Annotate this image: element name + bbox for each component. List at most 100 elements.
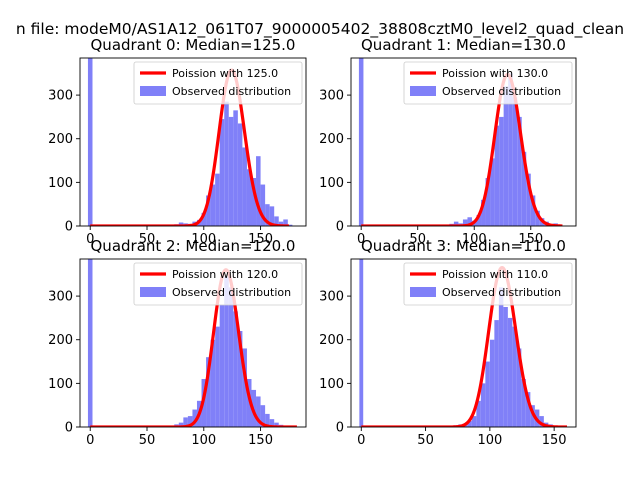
y-tick-label: 0 — [336, 220, 344, 235]
x-tick-label: 0 — [86, 232, 94, 247]
y-tick-label: 0 — [65, 421, 73, 436]
y-tick-label: 200 — [48, 132, 73, 147]
subplots: 0 50 100 150 0 100 200 300 Quadrant 0: Median=12… — [48, 36, 577, 448]
x-tick-label: 50 — [139, 433, 156, 448]
y-tick-label: 300 — [48, 89, 73, 104]
poisson-fit-line — [89, 268, 298, 427]
histogram-bar — [224, 276, 229, 427]
histogram — [358, 58, 563, 226]
subplot-title: Quadrant 1: Median=130.0 — [361, 36, 566, 54]
histogram-bar — [535, 210, 540, 226]
histogram-bar — [489, 339, 495, 427]
y-tick-label: 0 — [65, 220, 73, 235]
legend-fit-label: Poission with 120.0 — [172, 268, 278, 281]
histogram-bar — [215, 326, 220, 427]
histogram-bar — [224, 101, 229, 226]
histogram-bar — [265, 204, 270, 226]
histogram-bar — [251, 178, 257, 226]
histogram-bar — [481, 199, 486, 226]
histogram-bar — [219, 119, 225, 226]
x-tick-label: 150 — [248, 433, 273, 448]
legend-fit-label: Poission with 125.0 — [172, 67, 278, 80]
histogram-bar — [87, 58, 93, 226]
histogram-bar — [178, 422, 184, 427]
x-tick-label: 100 — [191, 232, 216, 247]
legend-histogram-swatch — [140, 287, 166, 297]
subplot-1: 0 50 100 150 0 100 200 300 Quadrant 1: Median=13… — [319, 36, 577, 247]
histogram-bar — [525, 392, 531, 427]
histogram-bar — [494, 125, 500, 226]
histogram-bar — [228, 116, 234, 226]
histogram-bar — [278, 221, 284, 226]
histogram-bar — [283, 219, 288, 226]
histogram-bar — [201, 212, 207, 226]
histogram-bar — [287, 224, 293, 226]
subplot-2: 0 50 100 150 0 100 200 300 Quadrant 2: Median=12… — [48, 237, 307, 448]
histogram-bar — [206, 357, 211, 427]
subplot-3: 0 50 100 150 0 100 200 300 Quadrant 3: Median=11… — [319, 237, 577, 448]
histogram-bar — [359, 259, 364, 427]
histogram-bar — [233, 311, 238, 427]
subplot-0: 0 50 100 150 0 100 200 300 Quadrant 0: Median=12… — [48, 36, 307, 247]
histogram-bar — [183, 417, 188, 427]
y-tick-label: 100 — [48, 377, 73, 392]
y-tick-label: 100 — [319, 176, 344, 191]
poisson-fit-line — [360, 265, 568, 427]
y-tick-label: 100 — [319, 377, 344, 392]
x-tick-label: 50 — [417, 433, 434, 448]
y-tick-label: 200 — [319, 333, 344, 348]
x-tick-label: 0 — [357, 232, 365, 247]
x-tick-label: 0 — [86, 433, 94, 448]
histogram-bar — [471, 416, 477, 427]
histogram-bar — [521, 151, 527, 226]
y-tick-label: 300 — [48, 290, 73, 305]
histogram-bar — [206, 195, 211, 226]
histogram-bar — [485, 361, 490, 427]
legend-histogram-label: Observed distribution — [172, 286, 291, 299]
histogram-bar — [485, 178, 491, 226]
x-tick-label: 50 — [139, 232, 156, 247]
histogram-bar — [274, 422, 279, 427]
legend-histogram-swatch — [410, 287, 436, 297]
histogram — [87, 58, 293, 226]
x-tick-label: 150 — [518, 232, 543, 247]
histogram-bar — [233, 110, 238, 226]
legend-box — [403, 61, 573, 105]
histogram-bar — [87, 259, 93, 427]
histogram-bar — [512, 97, 518, 226]
y-tick-label: 300 — [319, 89, 344, 104]
legend-histogram-swatch — [140, 86, 166, 96]
histogram-bar — [476, 215, 482, 226]
y-tick-label: 0 — [336, 421, 344, 436]
histogram-bar — [476, 400, 481, 427]
histogram-bar — [256, 396, 261, 427]
x-tick-label: 0 — [357, 433, 365, 448]
legend-histogram-swatch — [410, 86, 436, 96]
y-tick-label: 200 — [319, 132, 344, 147]
histogram-bar — [237, 331, 243, 427]
histogram-bar — [178, 222, 184, 226]
histogram-bar — [467, 420, 472, 427]
axes-frame — [79, 57, 307, 227]
histogram-bar — [490, 158, 495, 226]
legend-box — [403, 262, 573, 306]
histogram-bar — [526, 173, 531, 226]
legend-histogram-label: Observed distribution — [172, 85, 291, 98]
histogram-bar — [512, 326, 517, 427]
histogram-bar — [269, 419, 275, 427]
histogram-bar — [521, 379, 526, 427]
legend-box — [133, 61, 303, 105]
y-tick-label: 300 — [319, 290, 344, 305]
histogram-bar — [210, 184, 216, 226]
legend-histogram-label: Observed distribution — [442, 286, 561, 299]
figure-suptitle: n file: modeM0/AS1A12_061T07_9000005402_… — [16, 20, 624, 39]
y-tick-label: 100 — [48, 176, 73, 191]
subplot-title: Quadrant 0: Median=125.0 — [91, 36, 296, 54]
legend: Poission with 125.0 Observed distribution — [133, 61, 303, 105]
legend: Poission with 130.0 Observed distribution — [403, 61, 573, 105]
histogram-bar — [453, 221, 459, 226]
legend-histogram-label: Observed distribution — [442, 85, 561, 98]
histogram-bar — [507, 317, 513, 427]
x-tick-label: 100 — [462, 232, 487, 247]
histogram-bar — [187, 416, 193, 427]
